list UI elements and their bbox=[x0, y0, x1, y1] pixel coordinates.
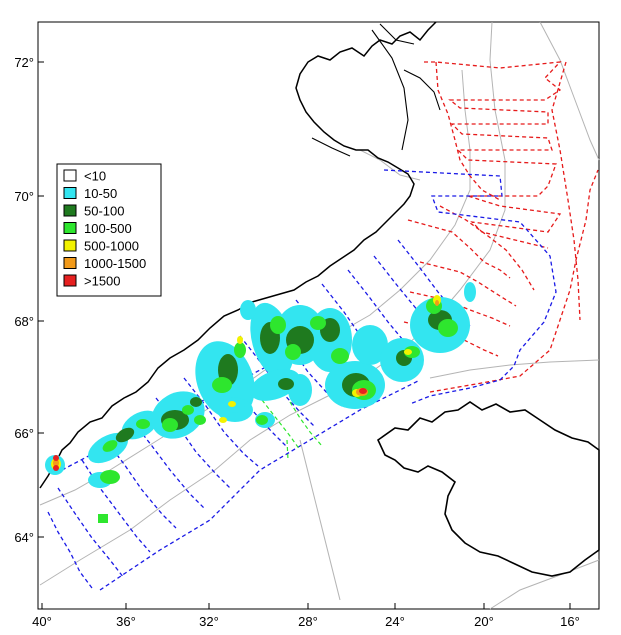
longitude-labels: 40° 36° 32° 28° 24° 20° 16° bbox=[32, 614, 580, 629]
fjord-lines bbox=[311, 23, 441, 157]
legend-label: 100-500 bbox=[84, 221, 132, 236]
lon-label: 40° bbox=[32, 614, 52, 629]
lat-label: 68° bbox=[14, 314, 34, 329]
legend-items: <10 10-50 50-100 100-500 500-1000 1000-1500 >1… bbox=[63, 169, 146, 289]
lon-label: 16° bbox=[560, 614, 580, 629]
legend-swatch bbox=[63, 274, 77, 287]
axis-ticks bbox=[38, 61, 571, 609]
legend-swatch bbox=[63, 169, 77, 182]
greenland-coastline bbox=[39, 21, 437, 489]
lon-label: 36° bbox=[116, 614, 136, 629]
lon-label: 32° bbox=[199, 614, 219, 629]
legend-label: 1000-1500 bbox=[84, 256, 146, 271]
legend-label: 10-50 bbox=[84, 186, 117, 201]
lat-label: 72° bbox=[14, 55, 34, 70]
density-legend: <10 10-50 50-100 100-500 500-1000 1000-1500 >1… bbox=[56, 163, 162, 297]
density-over-1500 bbox=[53, 388, 367, 471]
lon-label: 20° bbox=[474, 614, 494, 629]
lat-label: 70° bbox=[14, 189, 34, 204]
map-content bbox=[39, 21, 600, 610]
legend-swatch bbox=[63, 222, 77, 234]
lat-label: 64° bbox=[14, 530, 34, 545]
green-survey-tracks bbox=[261, 399, 323, 461]
legend-label: <10 bbox=[84, 169, 106, 184]
legend-swatch bbox=[63, 204, 77, 217]
density-heatmap bbox=[45, 282, 476, 523]
lat-label: 66° bbox=[14, 426, 34, 441]
legend-swatch bbox=[63, 257, 77, 269]
latitude-labels: 72° 70° 68° 66° 64° bbox=[14, 55, 34, 545]
iceland-landmass bbox=[376, 401, 600, 577]
lon-label: 24° bbox=[385, 614, 405, 629]
legend-label: 50-100 bbox=[84, 204, 124, 219]
lon-label: 28° bbox=[298, 614, 318, 629]
legend-swatch bbox=[63, 187, 77, 199]
legend-label: >1500 bbox=[84, 274, 121, 289]
legend-swatch bbox=[63, 239, 77, 252]
density-100-500 bbox=[98, 298, 458, 523]
legend-label: 500-1000 bbox=[84, 239, 139, 254]
